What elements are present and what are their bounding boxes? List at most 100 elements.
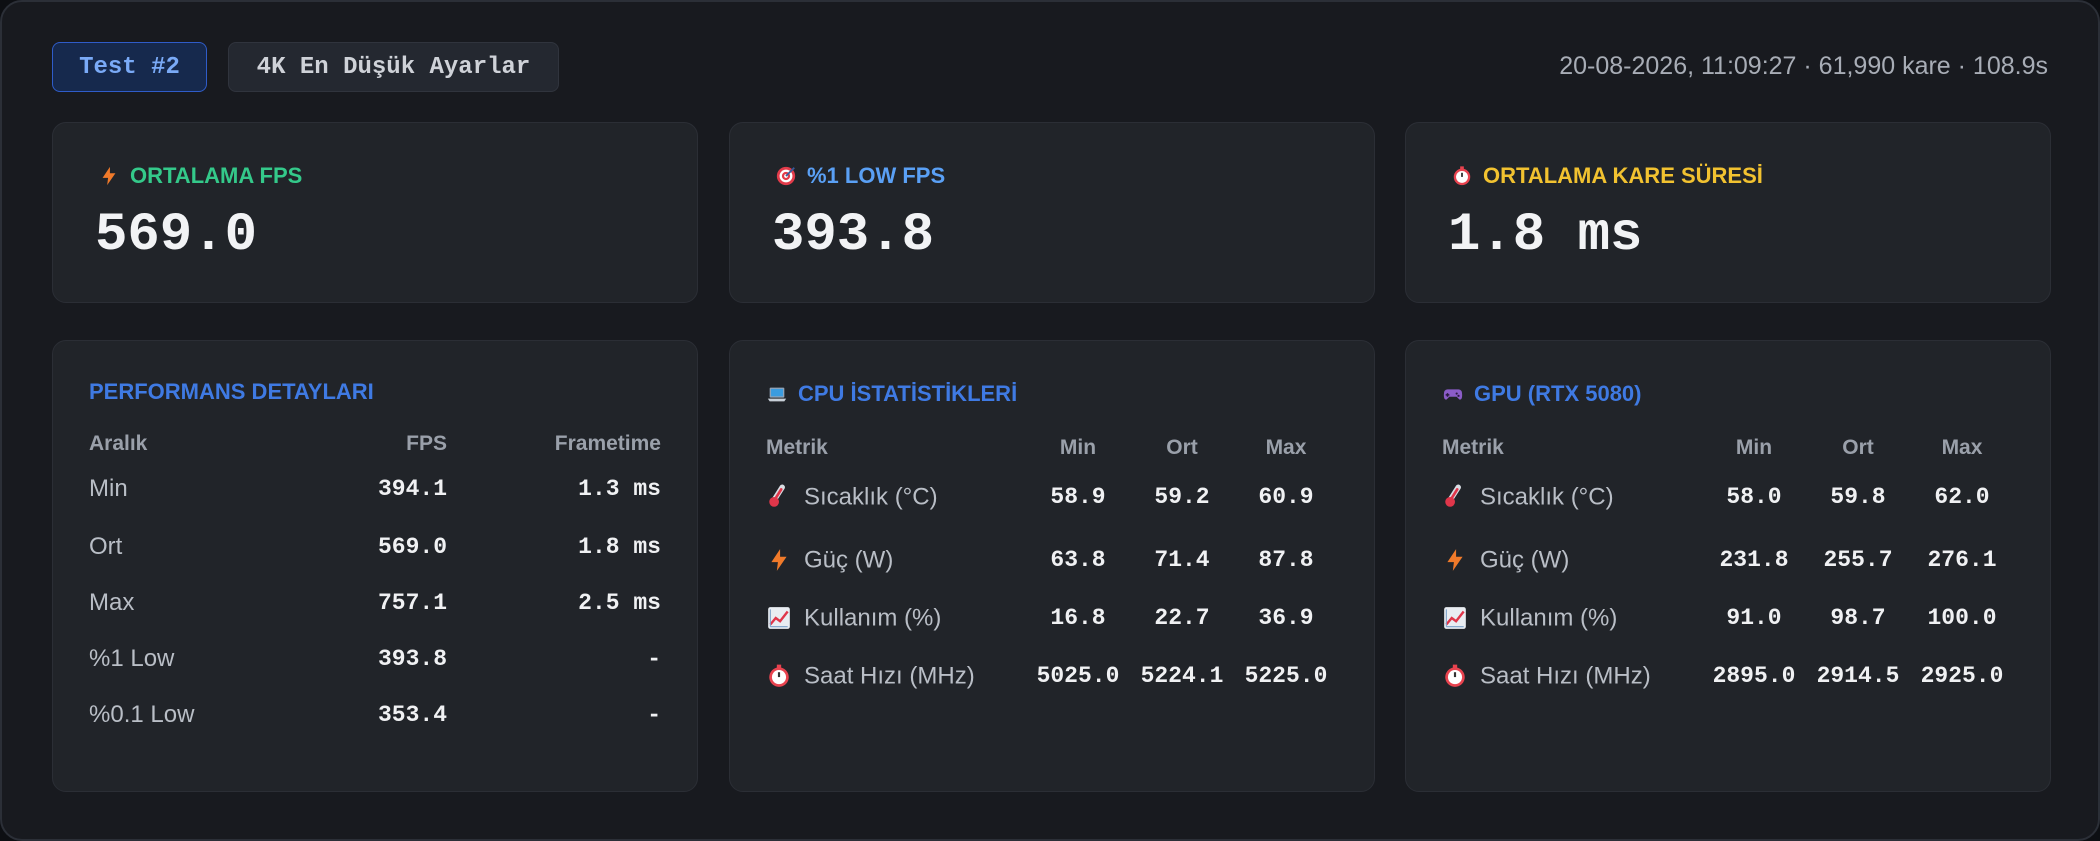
avg-value: 59.2 xyxy=(1154,484,1210,510)
low-fps-card: %1 LOW FPS 393.8 xyxy=(729,122,1375,303)
test-meta: 20-08-2026, 11:09:27 · 61,990 kare · 108… xyxy=(1559,52,2048,80)
max-value: 2925.0 xyxy=(1920,663,2004,689)
cpu-title-text: CPU İSTATİSTİKLERİ xyxy=(798,381,1018,406)
performance-panel: PERFORMANS DETAYLARI Aralık FPS Frametim… xyxy=(52,340,698,792)
avg-fps-label: ORTALAMA FPS xyxy=(98,163,302,189)
gpu-header-row: Metrik Min Ort Max xyxy=(1442,433,2014,463)
metric-cell: Saat Hızı (MHz) xyxy=(1442,647,1702,705)
max-value: 60.9 xyxy=(1258,484,1314,510)
row-label: Max xyxy=(89,589,135,616)
metric-cell: Kullanım (%) xyxy=(1442,589,1702,647)
metric-label: Sıcaklık (°C) xyxy=(804,483,938,511)
low-fps-label-text: %1 LOW FPS xyxy=(807,163,946,188)
stopwatch-icon xyxy=(1445,664,1465,688)
min-value: 58.0 xyxy=(1726,484,1782,510)
avg-value: 59.8 xyxy=(1830,484,1886,510)
row-label: Min xyxy=(89,475,128,502)
gpu-table: Metrik Min Ort Max Sıcaklık (°C) 58.0 59.… xyxy=(1442,433,2014,705)
row-label: Ort xyxy=(89,533,123,560)
frametime-value: - xyxy=(647,646,661,672)
lightning-icon xyxy=(771,549,787,572)
table-row: Sıcaklık (°C) 58.0 59.8 62.0 xyxy=(1442,463,2014,531)
fps-value: 757.1 xyxy=(377,590,447,616)
frametime-value: - xyxy=(647,702,661,728)
metric-label: Güç (W) xyxy=(804,546,894,574)
frametime-value: 1.8 ms xyxy=(578,534,661,560)
gpu-title-text: GPU (RTX 5080) xyxy=(1474,381,1642,406)
max-value: 276.1 xyxy=(1927,547,1997,573)
row-label: %1 Low xyxy=(89,645,175,672)
fps-value: 394.1 xyxy=(377,476,447,502)
table-row: Ort 569.0 1.8 ms xyxy=(89,519,661,575)
max-value: 62.0 xyxy=(1934,484,1990,510)
col-min: Min xyxy=(1735,436,1773,459)
chart-icon xyxy=(768,607,790,630)
metric-cell: Güç (W) xyxy=(1442,531,1702,589)
performance-table: Aralık FPS Frametime Min 394.1 1.3 ms Ort 5… xyxy=(89,429,661,743)
thermometer-icon xyxy=(1445,484,1461,508)
performance-title: PERFORMANS DETAYLARI xyxy=(89,379,374,404)
fps-value: 569.0 xyxy=(377,534,447,560)
metric-label: Kullanım (%) xyxy=(804,604,942,632)
min-value: 91.0 xyxy=(1726,605,1782,631)
avg-fps-label-text: ORTALAMA FPS xyxy=(130,163,303,188)
metric-label: Saat Hızı (MHz) xyxy=(804,662,975,690)
table-row: Güç (W) 63.8 71.4 87.8 xyxy=(766,531,1338,589)
performance-header-row: Aralık FPS Frametime xyxy=(89,429,661,459)
preset-tag[interactable]: 4K En Düşük Ayarlar xyxy=(228,42,559,92)
min-value: 231.8 xyxy=(1719,547,1789,573)
avg-value: 5224.1 xyxy=(1140,663,1224,689)
min-value: 16.8 xyxy=(1050,605,1106,631)
row-label: %0.1 Low xyxy=(89,701,195,728)
table-row: Sıcaklık (°C) 58.9 59.2 60.9 xyxy=(766,463,1338,531)
fps-value: 393.8 xyxy=(377,646,447,672)
col-metric: Metrik xyxy=(766,436,828,459)
fps-value: 353.4 xyxy=(377,702,447,728)
gpu-title: GPU (RTX 5080) xyxy=(1442,381,1642,407)
table-row: Güç (W) 231.8 255.7 276.1 xyxy=(1442,531,2014,589)
avg-value: 2914.5 xyxy=(1816,663,1900,689)
stopwatch-icon xyxy=(1453,166,1471,186)
table-row: Max 757.1 2.5 ms xyxy=(89,575,661,631)
cpu-panel: CPU İSTATİSTİKLERİ Metrik Min Ort Max Sı… xyxy=(729,340,1375,792)
table-row: Saat Hızı (MHz) 2895.0 2914.5 2925.0 xyxy=(1442,647,2014,705)
table-row: Saat Hızı (MHz) 5025.0 5224.1 5225.0 xyxy=(766,647,1338,705)
avg-fps-value: 569.0 xyxy=(95,205,258,266)
avg-fps-card: ORTALAMA FPS 569.0 xyxy=(52,122,698,303)
cpu-header-row: Metrik Min Ort Max xyxy=(766,433,1338,463)
frametime-value: 2.5 ms xyxy=(578,590,661,616)
target-icon xyxy=(776,166,796,186)
thermometer-icon xyxy=(769,484,785,508)
low-fps-value: 393.8 xyxy=(772,205,935,266)
frametime-label-text: ORTALAMA KARE SÜRESİ xyxy=(1483,163,1763,188)
metric-label: Güç (W) xyxy=(1480,546,1570,574)
col-metric: Metrik xyxy=(1442,436,1504,459)
avg-value: 22.7 xyxy=(1154,605,1210,631)
col-avg: Ort xyxy=(1166,436,1198,459)
cpu-title: CPU İSTATİSTİKLERİ xyxy=(766,381,1017,407)
col-min: Min xyxy=(1059,436,1097,459)
table-row: Min 394.1 1.3 ms xyxy=(89,459,661,519)
low-fps-label: %1 LOW FPS xyxy=(775,163,945,189)
avg-value: 98.7 xyxy=(1830,605,1886,631)
frametime-value: 1.3 ms xyxy=(578,476,661,502)
max-value: 87.8 xyxy=(1258,547,1314,573)
table-row: Kullanım (%) 16.8 22.7 36.9 xyxy=(766,589,1338,647)
lightning-icon xyxy=(102,166,116,186)
min-value: 63.8 xyxy=(1050,547,1106,573)
avg-value: 255.7 xyxy=(1823,547,1893,573)
gpu-panel: GPU (RTX 5080) Metrik Min Ort Max Sıcakl… xyxy=(1405,340,2051,792)
table-row: %0.1 Low 353.4 - xyxy=(89,687,661,743)
avg-value: 71.4 xyxy=(1154,547,1210,573)
header-bar: Test #2 4K En Düşük Ayarlar 20-08-2026, … xyxy=(52,42,2048,98)
min-value: 2895.0 xyxy=(1712,663,1796,689)
min-value: 5025.0 xyxy=(1036,663,1120,689)
col-fps: FPS xyxy=(406,432,447,455)
metric-cell: Sıcaklık (°C) xyxy=(766,463,1026,531)
table-row: %1 Low 393.8 - xyxy=(89,631,661,687)
lightning-icon xyxy=(1447,549,1463,572)
max-value: 36.9 xyxy=(1258,605,1314,631)
metric-cell: Güç (W) xyxy=(766,531,1026,589)
test-tag[interactable]: Test #2 xyxy=(52,42,207,92)
